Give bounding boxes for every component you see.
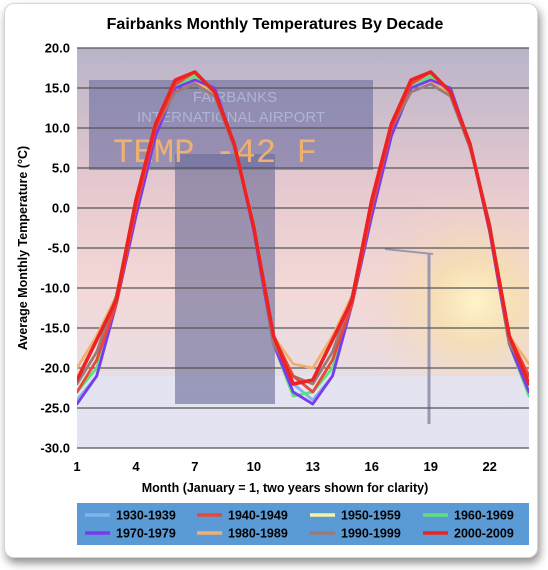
y-tick-label: -25.0 [40,401,70,416]
y-tick-label: -30.0 [40,441,70,456]
series-lines [77,70,529,406]
y-tick-label: 10.0 [45,121,70,136]
legend-label: 1980-1989 [228,527,288,541]
x-tick-label: 7 [191,459,198,474]
x-tick-label: 4 [132,459,140,474]
sign-line-2: INTERNATIONAL AIRPORT [137,109,325,126]
x-tick-label: 10 [247,459,261,474]
chart-title: Fairbanks Monthly Temperatures By Decade [107,16,444,33]
legend-label: 1970-1979 [116,527,176,541]
x-tick-label: 13 [306,459,320,474]
x-tick-label: 1 [73,459,80,474]
legend: 1930-1939 1940-1949 1950-1959 1960-1969 1970… [77,503,529,545]
y-tick-label: -15.0 [40,321,70,336]
y-tick-label: -5.0 [48,241,70,256]
y-tick-label: -20.0 [40,361,70,376]
y-tick-label: 5.0 [52,161,70,176]
y-tick-label: 0.0 [52,201,70,216]
x-tick-label: 16 [365,459,379,474]
chart-window: FAIRBANKS INTERNATIONAL AIRPORT TEMP -42… [4,3,538,558]
legend-label: 1950-1959 [341,509,401,523]
x-axis-label: Month (January = 1, two years shown for … [142,481,429,495]
y-axis-label: Average Monthly Temperature (°C) [16,146,30,350]
y-axis-ticks: 20.0 15.0 10.0 5.0 0.0 -5.0 -10.0 -15.0 -20.0 -25… [40,41,70,456]
x-axis-ticks: 1 4 7 10 13 16 19 22 [73,459,497,474]
chart: FAIRBANKS INTERNATIONAL AIRPORT TEMP -42… [16,16,529,545]
y-tick-label: 20.0 [45,41,70,56]
legend-label: 1990-1999 [341,527,401,541]
legend-label: 1960-1969 [454,509,514,523]
y-tick-label: 15.0 [45,81,70,96]
legend-label: 2000-2009 [454,527,514,541]
x-tick-label: 19 [424,459,438,474]
gridlines [77,47,529,449]
x-tick-label: 22 [482,459,496,474]
y-tick-label: -10.0 [40,281,70,296]
legend-label: 1930-1939 [116,509,176,523]
series-line-2000-2009 [77,70,529,386]
legend-label: 1940-1949 [228,509,288,523]
legend-box [77,503,529,545]
